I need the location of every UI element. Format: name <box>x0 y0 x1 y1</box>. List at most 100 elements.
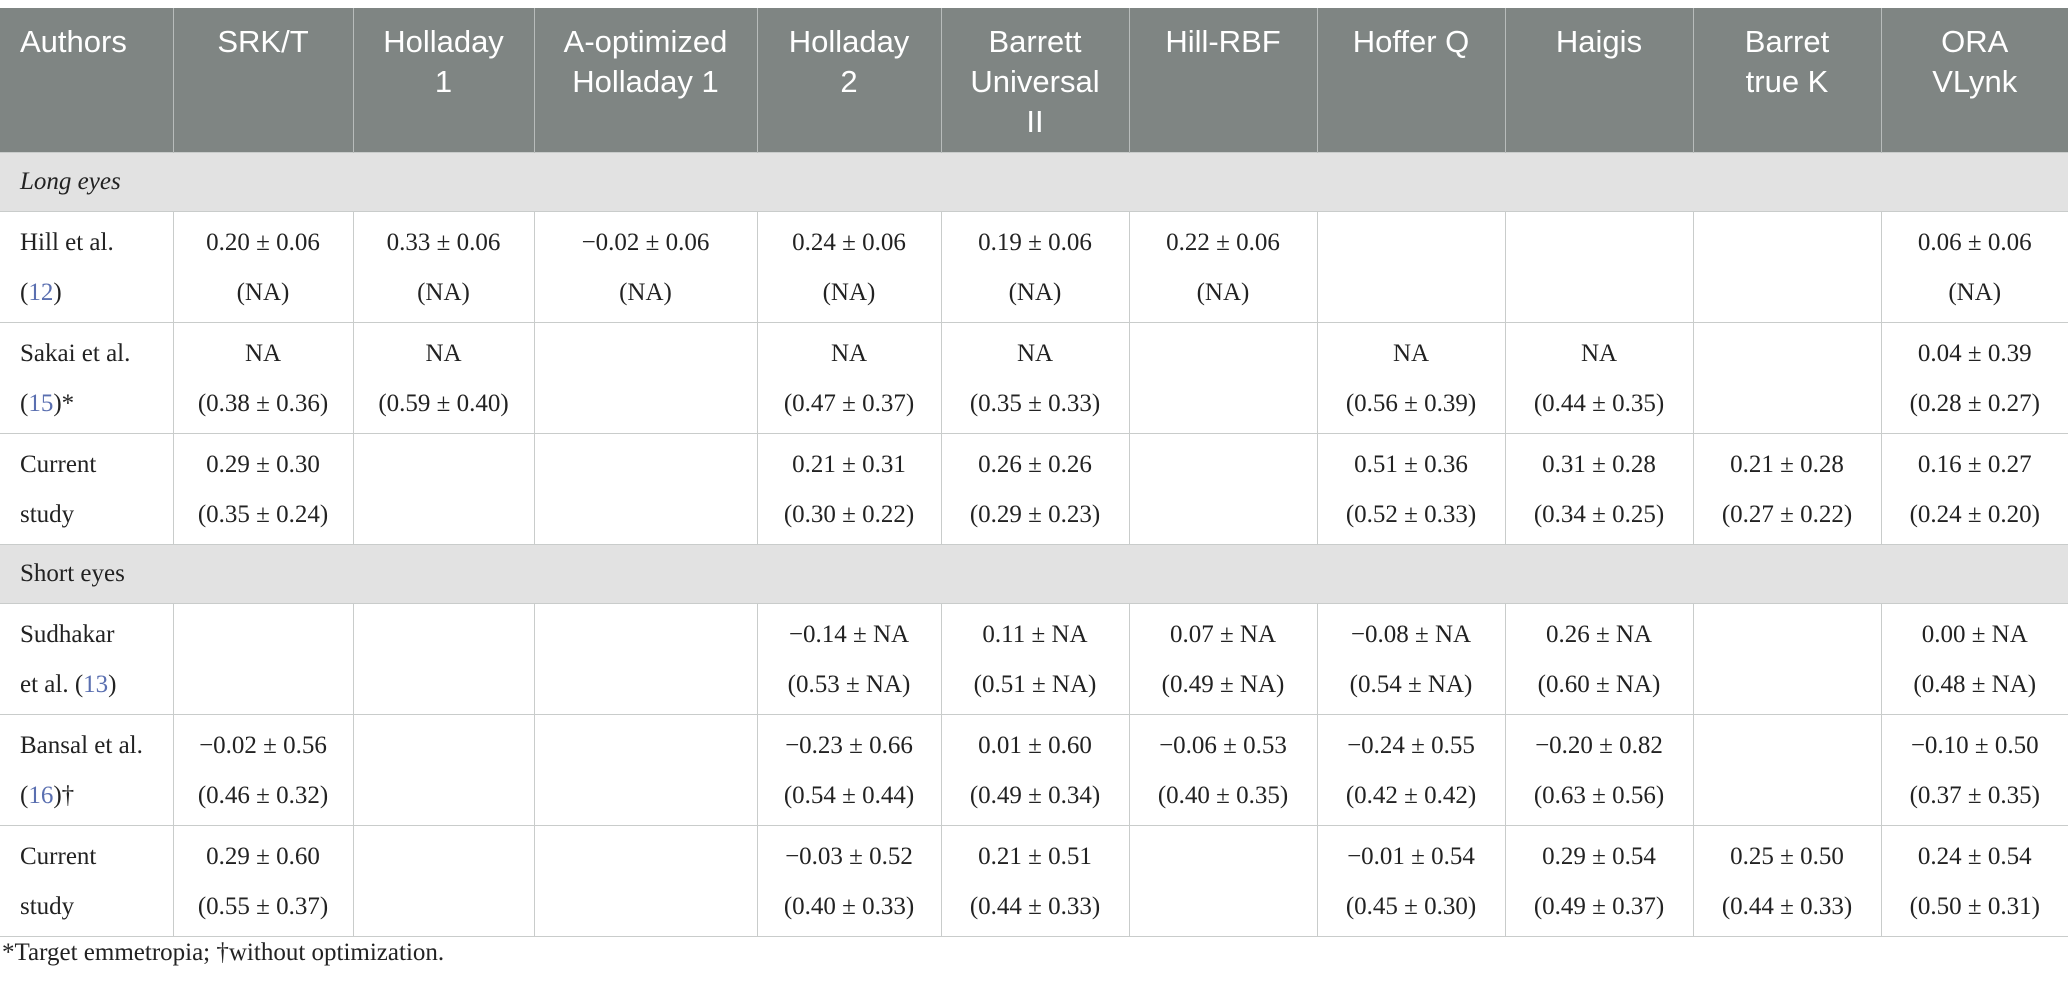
value-cell <box>533 825 758 937</box>
absolute-value: (0.49 ± 0.37) <box>1533 893 1665 920</box>
mean-value: −0.02 ± 0.56 <box>199 732 327 759</box>
value-cell: 0.25 ± 0.50 (0.44 ± 0.33) <box>1692 825 1882 937</box>
value-cell: −0.24 ± 0.55 (0.42 ± 0.42) <box>1316 714 1506 826</box>
value-cell: 0.29 ± 0.54 (0.49 ± 0.37) <box>1504 825 1694 937</box>
comparison-table-container: Authors SRK/T Holladay 1 A-optimized Holla… <box>0 8 2068 937</box>
table-row: Hill et al. (12) 0.20 ± 0.06 (NA) 0.33 ± 0.… <box>0 211 2068 323</box>
value-cell: −0.10 ± 0.50 (0.37 ± 0.35) <box>1880 714 2068 826</box>
value-cell: NA (0.38 ± 0.36) <box>172 322 354 434</box>
mean-value: −0.03 ± 0.52 <box>785 843 913 870</box>
absolute-value: (0.54 ± NA) <box>1349 671 1473 698</box>
mean-value: 0.21 ± 0.28 <box>1730 451 1844 478</box>
absolute-value: (0.59 ± 0.40) <box>378 390 509 417</box>
absolute-value: (0.35 ± 0.24) <box>197 501 329 528</box>
mean-value: 0.20 ± 0.06 <box>206 229 320 256</box>
value-cell: 0.21 ± 0.51 (0.44 ± 0.33) <box>940 825 1130 937</box>
section-row-long-eyes: Long eyes <box>0 152 2068 212</box>
mean-value: 0.04 ± 0.39 <box>1917 340 2032 367</box>
absolute-value: (0.45 ± 0.30) <box>1345 893 1477 920</box>
header-holladay-2: Holladay 2 <box>756 8 941 153</box>
table-row: Bansal et al. (16)† −0.02 ± 0.56 (0.46 ± 0… <box>0 714 2068 826</box>
absolute-value: (0.34 ± 0.25) <box>1533 501 1665 528</box>
mean-value: 0.29 ± 0.60 <box>206 843 320 870</box>
header-haigis: Haigis <box>1504 8 1693 153</box>
value-cell <box>1504 211 1694 323</box>
mean-value: 0.24 ± 0.54 <box>1917 843 2032 870</box>
reference-link[interactable]: 12 <box>28 279 54 306</box>
value-cell <box>1128 825 1318 937</box>
absolute-value: (NA) <box>417 279 470 306</box>
absolute-value: (0.24 ± 0.20) <box>1909 501 2040 528</box>
value-cell <box>533 603 758 715</box>
header-srkt: SRK/T <box>172 8 353 153</box>
author-cell: Sudhakar et al. (13) <box>0 603 174 715</box>
value-cell <box>352 603 535 715</box>
mean-value: −0.06 ± 0.53 <box>1159 732 1287 759</box>
mean-value: NA <box>1392 340 1430 367</box>
reference-link[interactable]: 16 <box>28 782 54 809</box>
value-cell: −0.02 ± 0.06 (NA) <box>533 211 758 323</box>
absolute-value: (NA) <box>1008 279 1062 306</box>
mean-value: NA <box>1580 340 1618 367</box>
value-cell <box>1692 714 1882 826</box>
absolute-value: (0.46 ± 0.32) <box>197 782 329 809</box>
mean-value: 0.26 ± 0.26 <box>978 451 1092 478</box>
absolute-value: (0.37 ± 0.35) <box>1909 782 2040 809</box>
value-cell: −0.03 ± 0.52 (0.40 ± 0.33) <box>756 825 942 937</box>
header-hill-rbf: Hill-RBF <box>1128 8 1317 153</box>
header-barret-true-k: Barret true K <box>1692 8 1881 153</box>
value-cell: NA (0.56 ± 0.39) <box>1316 322 1506 434</box>
author-cell: Current study <box>0 433 174 545</box>
header-hoffer-q: Hoffer Q <box>1316 8 1505 153</box>
value-cell <box>1692 322 1882 434</box>
table-row: Sudhakar et al. (13) −0.14 ± NA (0.53 ± NA… <box>0 603 2068 715</box>
absolute-value: (NA) <box>822 279 876 306</box>
absolute-value: (0.53 ± NA) <box>787 671 911 698</box>
value-cell: NA (0.44 ± 0.35) <box>1504 322 1694 434</box>
reference-link[interactable]: 13 <box>83 671 109 698</box>
mean-value: NA <box>425 340 462 367</box>
mean-value: −0.01 ± 0.54 <box>1347 843 1475 870</box>
absolute-value: (0.60 ± NA) <box>1537 671 1661 698</box>
mean-value: 0.31 ± 0.28 <box>1542 451 1656 478</box>
mean-value: NA <box>1016 340 1054 367</box>
mean-value: 0.22 ± 0.06 <box>1166 229 1280 256</box>
value-cell: 0.24 ± 0.54 (0.50 ± 0.31) <box>1880 825 2068 937</box>
value-cell: 0.26 ± NA (0.60 ± NA) <box>1504 603 1694 715</box>
mean-value: 0.11 ± NA <box>982 621 1088 648</box>
mean-value: 0.16 ± 0.27 <box>1917 451 2032 478</box>
mean-value: 0.33 ± 0.06 <box>386 229 501 256</box>
absolute-value: (0.48 ± NA) <box>1913 671 2037 698</box>
absolute-value: (0.51 ± NA) <box>973 671 1097 698</box>
mean-value: −0.14 ± NA <box>788 621 910 648</box>
mean-value: −0.20 ± 0.82 <box>1535 732 1663 759</box>
absolute-value: (0.55 ± 0.37) <box>197 893 329 920</box>
mean-value: 0.00 ± NA <box>1921 621 2028 648</box>
absolute-value: (0.52 ± 0.33) <box>1345 501 1477 528</box>
value-cell: 0.19 ± 0.06 (NA) <box>940 211 1130 323</box>
value-cell: 0.29 ± 0.60 (0.55 ± 0.37) <box>172 825 354 937</box>
reference-link[interactable]: 15 <box>28 390 54 417</box>
value-cell: 0.31 ± 0.28 (0.34 ± 0.25) <box>1504 433 1694 545</box>
value-cell <box>533 322 758 434</box>
table-footnote: *Target emmetropia; †without optimizatio… <box>2 939 445 966</box>
value-cell <box>1128 322 1318 434</box>
header-ora-vlynk: ORA VLynk <box>1880 8 2068 153</box>
table-row: Current study 0.29 ± 0.60 (0.55 ± 0.37) −0.… <box>0 825 2068 937</box>
value-cell: 0.01 ± 0.60 (0.49 ± 0.34) <box>940 714 1130 826</box>
mean-value: −0.08 ± NA <box>1350 621 1472 648</box>
absolute-value: (NA) <box>1948 279 2002 306</box>
absolute-value: (0.40 ± 0.33) <box>783 893 915 920</box>
mean-value: −0.10 ± 0.50 <box>1910 732 2039 759</box>
value-cell <box>533 433 758 545</box>
absolute-value: (0.49 ± NA) <box>1161 671 1285 698</box>
mean-value: 0.29 ± 0.54 <box>1542 843 1656 870</box>
absolute-value: (NA) <box>236 279 290 306</box>
value-cell: 0.00 ± NA (0.48 ± NA) <box>1880 603 2068 715</box>
table-header-row: Authors SRK/T Holladay 1 A-optimized Holla… <box>0 8 2068 153</box>
value-cell: 0.07 ± NA (0.49 ± NA) <box>1128 603 1318 715</box>
absolute-value: (NA) <box>1196 279 1250 306</box>
value-cell <box>172 603 354 715</box>
absolute-value: (0.44 ± 0.33) <box>969 893 1101 920</box>
mean-value: 0.07 ± NA <box>1169 621 1277 648</box>
